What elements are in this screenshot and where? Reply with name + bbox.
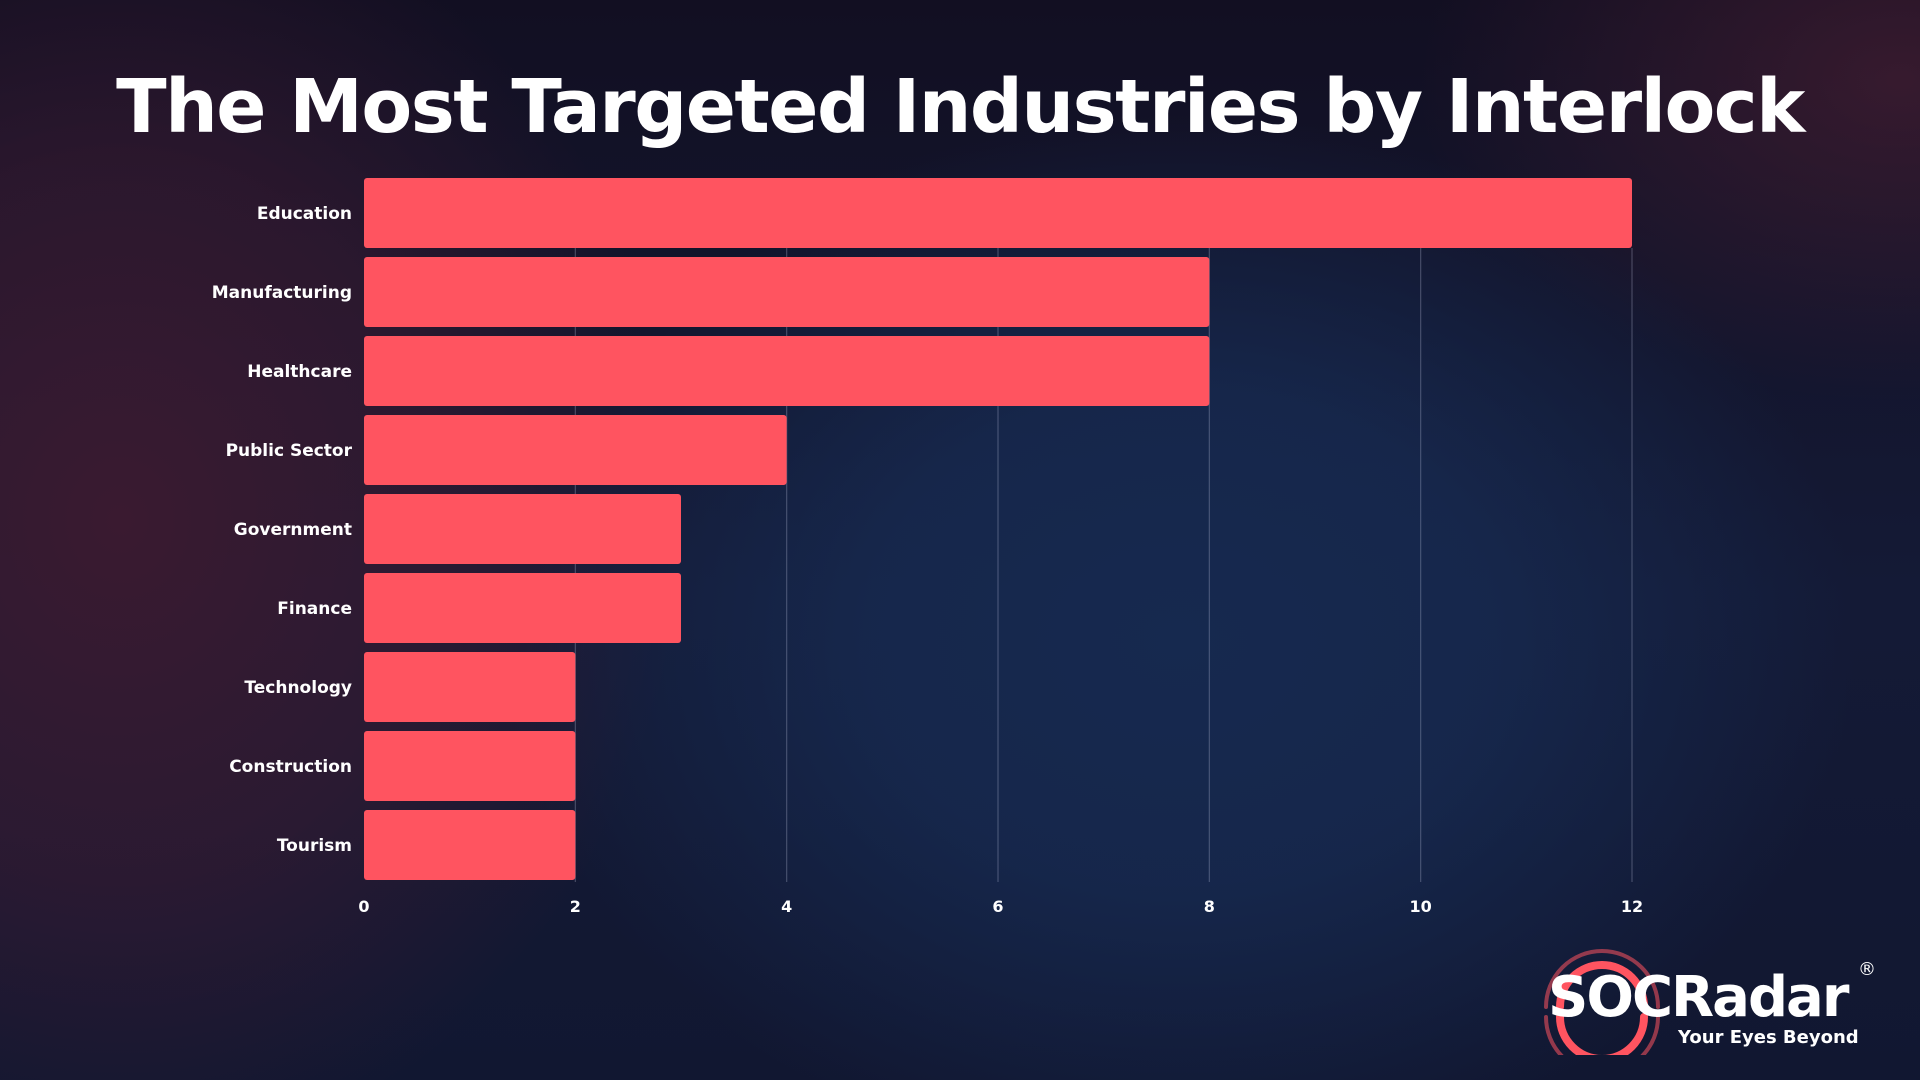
category-labels: Education Manufacturing Healthcare Public S… xyxy=(212,204,353,856)
category-label: Education xyxy=(257,204,352,224)
bar xyxy=(364,731,576,801)
radar-rings-icon xyxy=(1544,949,1660,1055)
category-label: Finance xyxy=(277,599,352,619)
bars xyxy=(364,178,1632,880)
bar xyxy=(364,415,787,485)
category-label: Public Sector xyxy=(226,441,353,461)
category-label: Construction xyxy=(229,757,352,777)
logo-wordmark: SOCRadar xyxy=(1548,965,1849,1030)
x-tick-label: 0 xyxy=(358,897,369,916)
bar xyxy=(364,810,576,880)
category-label: Tourism xyxy=(277,836,352,856)
category-label: Healthcare xyxy=(247,362,352,382)
registered-mark: ® xyxy=(1858,959,1876,980)
x-tick-label: 12 xyxy=(1621,897,1643,916)
x-tick-label: 2 xyxy=(570,897,581,916)
bar xyxy=(364,573,681,643)
x-tick-label: 6 xyxy=(992,897,1003,916)
x-axis-ticks: 0 2 4 6 8 10 12 xyxy=(358,897,1643,916)
category-label: Government xyxy=(234,520,352,540)
chart-title: The Most Targeted Industries by Interloc… xyxy=(116,64,1805,150)
category-label: Manufacturing xyxy=(212,283,352,303)
bar xyxy=(364,494,681,564)
x-tick-label: 8 xyxy=(1204,897,1215,916)
bar xyxy=(364,652,576,722)
bar xyxy=(364,257,1210,327)
socradar-logo: SOCRadar ® Your Eyes Beyond xyxy=(1540,945,1880,1055)
x-tick-label: 10 xyxy=(1410,897,1432,916)
bar xyxy=(364,336,1210,406)
category-label: Technology xyxy=(244,678,352,698)
bar xyxy=(364,178,1632,248)
x-tick-label: 4 xyxy=(781,897,792,916)
logo-tagline: Your Eyes Beyond xyxy=(1678,1027,1859,1048)
